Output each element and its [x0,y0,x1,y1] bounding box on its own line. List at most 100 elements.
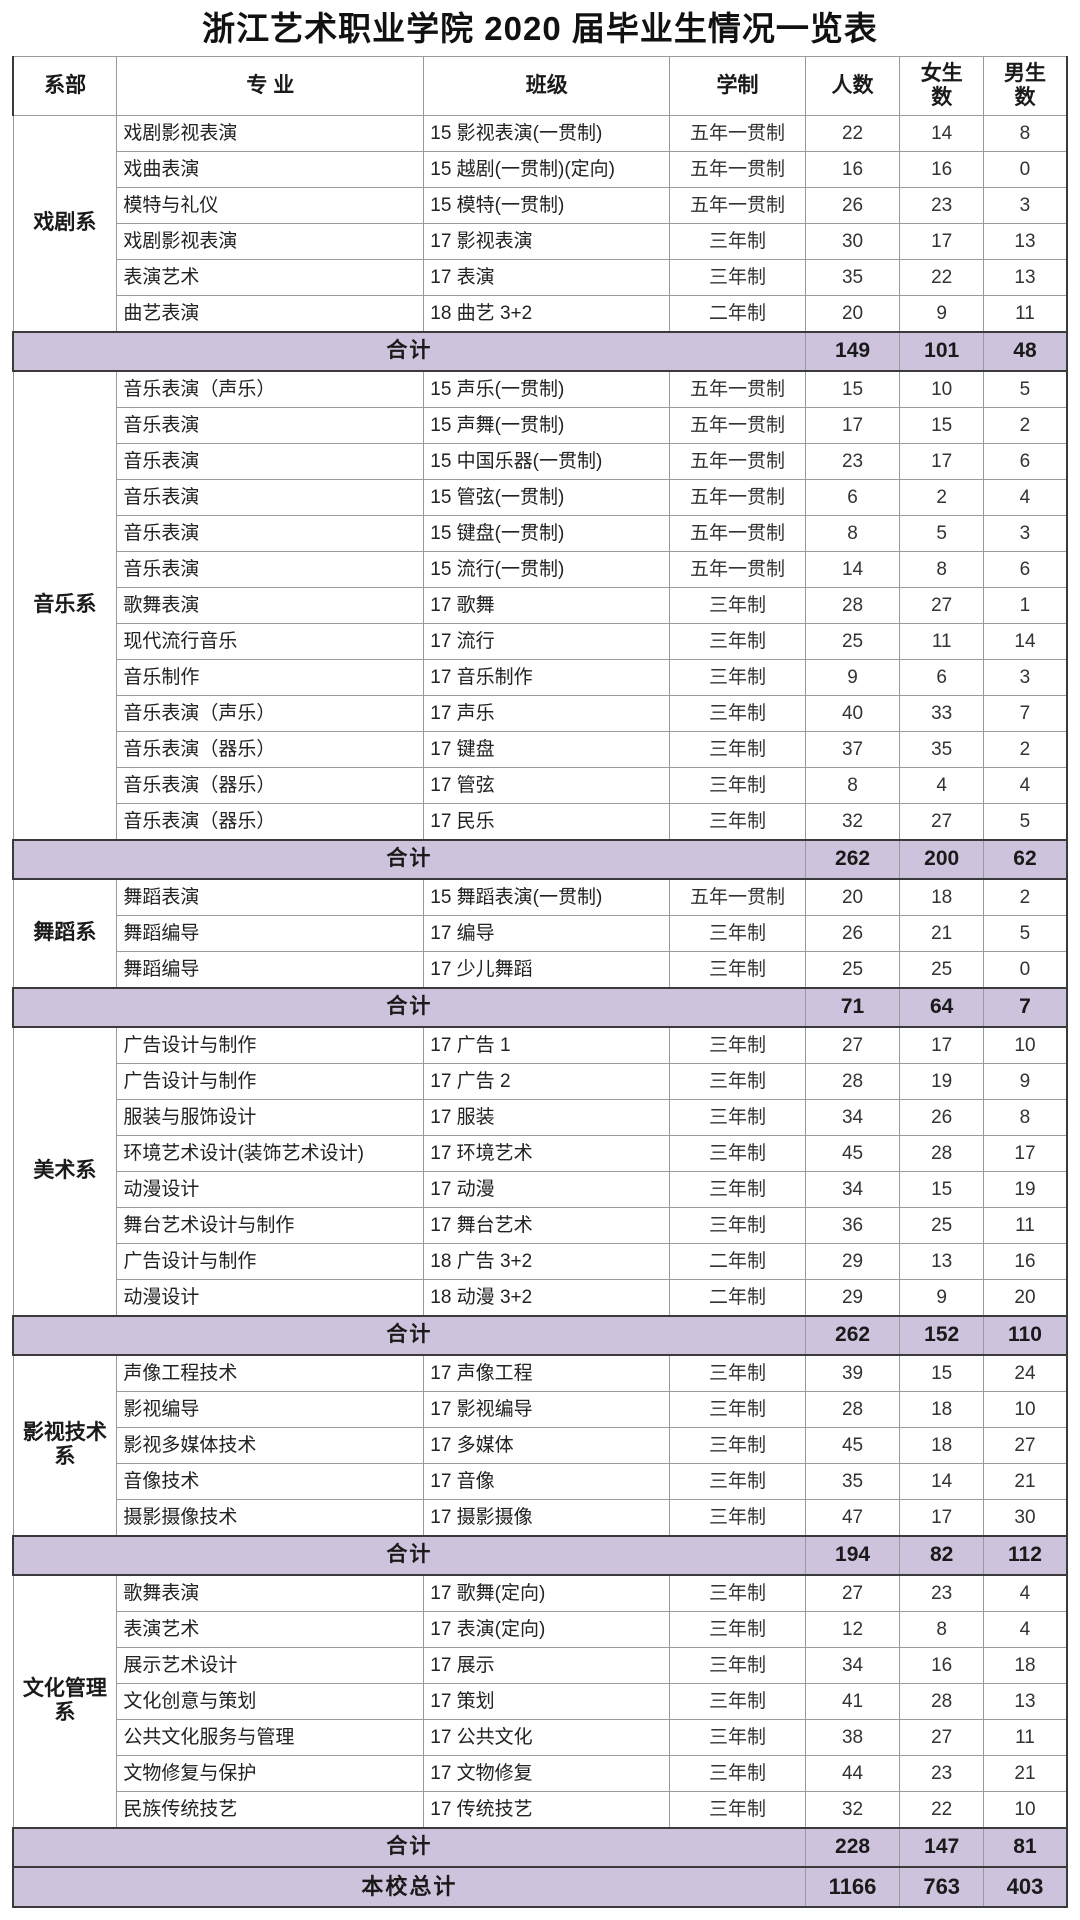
class-cell: 15 流行(一贯制) [423,550,671,588]
subtotal-male: 48 [982,330,1068,372]
system-cell: 五年一贯制 [669,878,806,916]
col-header-female-line1: 女生 [920,61,963,85]
dept-cell: 音乐系 [12,370,118,841]
subtotal-male: 112 [982,1534,1068,1576]
major-cell: 民族传统技艺 [116,1790,425,1829]
col-header-male-line2: 数 [1014,85,1036,109]
class-cell: 17 展示 [423,1646,671,1684]
class-cell: 17 键盘 [423,730,671,768]
major-cell: 广告设计与制作 [116,1242,425,1280]
male-cell: 10 [982,1390,1068,1428]
male-cell: 13 [982,222,1068,260]
total-cell: 45 [804,1426,901,1464]
major-cell: 音乐表演 [116,550,425,588]
system-cell: 三年制 [669,730,806,768]
col-header-male-line1: 男生 [1003,61,1046,85]
table-row: 音乐表演（器乐） 17 民乐 三年制 32 27 5 [13,802,1068,841]
subtotal-female: 64 [899,986,984,1028]
major-cell: 影视多媒体技术 [116,1426,425,1464]
subtotal-row: 合计 149 101 48 [11,330,1068,372]
table-row: 音乐表演 15 键盘(一贯制) 五年一贯制 8 5 3 [13,514,1068,552]
total-cell: 39 [804,1354,901,1392]
total-cell: 23 [804,442,901,480]
subtotal-label: 合计 [11,1534,806,1576]
total-cell: 37 [804,730,901,768]
total-cell: 20 [804,294,901,333]
class-cell: 17 影视编导 [423,1390,671,1428]
male-cell: 10 [982,1026,1068,1064]
major-cell: 模特与礼仪 [116,186,425,224]
major-cell: 影视编导 [116,1390,425,1428]
subtotal-label: 合计 [11,1826,806,1868]
subtotal-row: 合计 194 82 112 [11,1534,1068,1576]
female-cell: 23 [899,1754,984,1792]
female-cell: 35 [899,730,984,768]
female-cell: 27 [899,1718,984,1756]
female-cell: 11 [899,622,984,660]
table-row: 戏剧影视表演 17 影视表演 三年制 30 17 13 [13,222,1068,260]
table-row: 摄影摄像技术 17 摄影摄像 三年制 47 17 30 [13,1498,1068,1537]
class-cell: 17 传统技艺 [423,1790,671,1829]
table-header: 系部 专 业 班级 学制 人数 女生 数 男生 数 [12,55,1068,116]
class-cell: 18 曲艺 3+2 [423,294,671,333]
male-cell: 5 [982,802,1068,841]
class-cell: 15 声舞(一贯制) [423,406,671,444]
dept-cell: 美术系 [12,1026,118,1317]
system-cell: 五年一贯制 [669,150,806,188]
major-cell: 动漫设计 [116,1278,425,1317]
class-cell: 15 中国乐器(一贯制) [423,442,671,480]
major-cell: 文化创意与策划 [116,1682,425,1720]
class-cell: 17 摄影摄像 [423,1498,671,1537]
table-row: 美术系 广告设计与制作 17 广告 1 三年制 27 17 10 [12,1026,1068,1317]
table-row: 音乐表演 15 管弦(一贯制) 五年一贯制 6 2 4 [13,478,1068,516]
total-cell: 47 [804,1498,901,1537]
major-cell: 音乐表演（声乐） [116,370,425,408]
class-cell: 15 越剧(一贯制)(定向) [423,150,671,188]
system-cell: 三年制 [669,1354,806,1392]
major-cell: 曲艺表演 [116,294,425,333]
female-cell: 17 [899,1498,984,1537]
female-cell: 27 [899,586,984,624]
major-cell: 音乐表演 [116,406,425,444]
major-cell: 歌舞表演 [116,586,425,624]
female-cell: 28 [899,1134,984,1172]
subtotal-row: 合计 262 200 62 [11,838,1068,880]
total-cell: 20 [804,878,901,916]
grandtotal-label: 本校总计 [11,1865,806,1908]
table-row: 影视编导 17 影视编导 三年制 28 18 10 [13,1390,1068,1428]
table-row: 舞蹈系 舞蹈表演 15 舞蹈表演(一贯制) 五年一贯制 20 18 2 [12,878,1068,989]
male-cell: 24 [982,1354,1068,1392]
male-cell: 5 [982,370,1068,408]
system-cell: 二年制 [669,1278,806,1317]
female-cell: 26 [899,1098,984,1136]
table-row: 民族传统技艺 17 传统技艺 三年制 32 22 10 [13,1790,1068,1829]
class-cell: 17 管弦 [423,766,671,804]
table-row: 模特与礼仪 15 模特(一贯制) 五年一贯制 26 23 3 [13,186,1068,224]
female-cell: 15 [899,1354,984,1392]
male-cell: 30 [982,1498,1068,1537]
total-cell: 36 [804,1206,901,1244]
female-cell: 14 [899,1462,984,1500]
system-cell: 三年制 [669,1682,806,1720]
class-cell: 15 声乐(一贯制) [423,370,671,408]
system-cell: 五年一贯制 [669,406,806,444]
major-cell: 舞蹈编导 [116,914,425,952]
male-cell: 8 [982,1098,1068,1136]
male-cell: 20 [982,1278,1068,1317]
male-cell: 5 [982,914,1068,952]
system-cell: 三年制 [669,1170,806,1208]
system-cell: 三年制 [669,914,806,952]
major-cell: 公共文化服务与管理 [116,1718,425,1756]
system-cell: 三年制 [669,766,806,804]
grandtotal-total: 1166 [804,1865,901,1908]
female-cell: 16 [899,1646,984,1684]
grandtotal-row: 本校总计 1166 763 403 [11,1865,1068,1908]
col-header-system: 学制 [669,55,806,116]
male-cell: 2 [982,406,1068,444]
class-cell: 17 民乐 [423,802,671,841]
col-header-male: 男生 数 [982,55,1068,116]
male-cell: 1 [982,586,1068,624]
female-cell: 22 [899,258,984,296]
total-cell: 17 [804,406,901,444]
male-cell: 4 [982,766,1068,804]
